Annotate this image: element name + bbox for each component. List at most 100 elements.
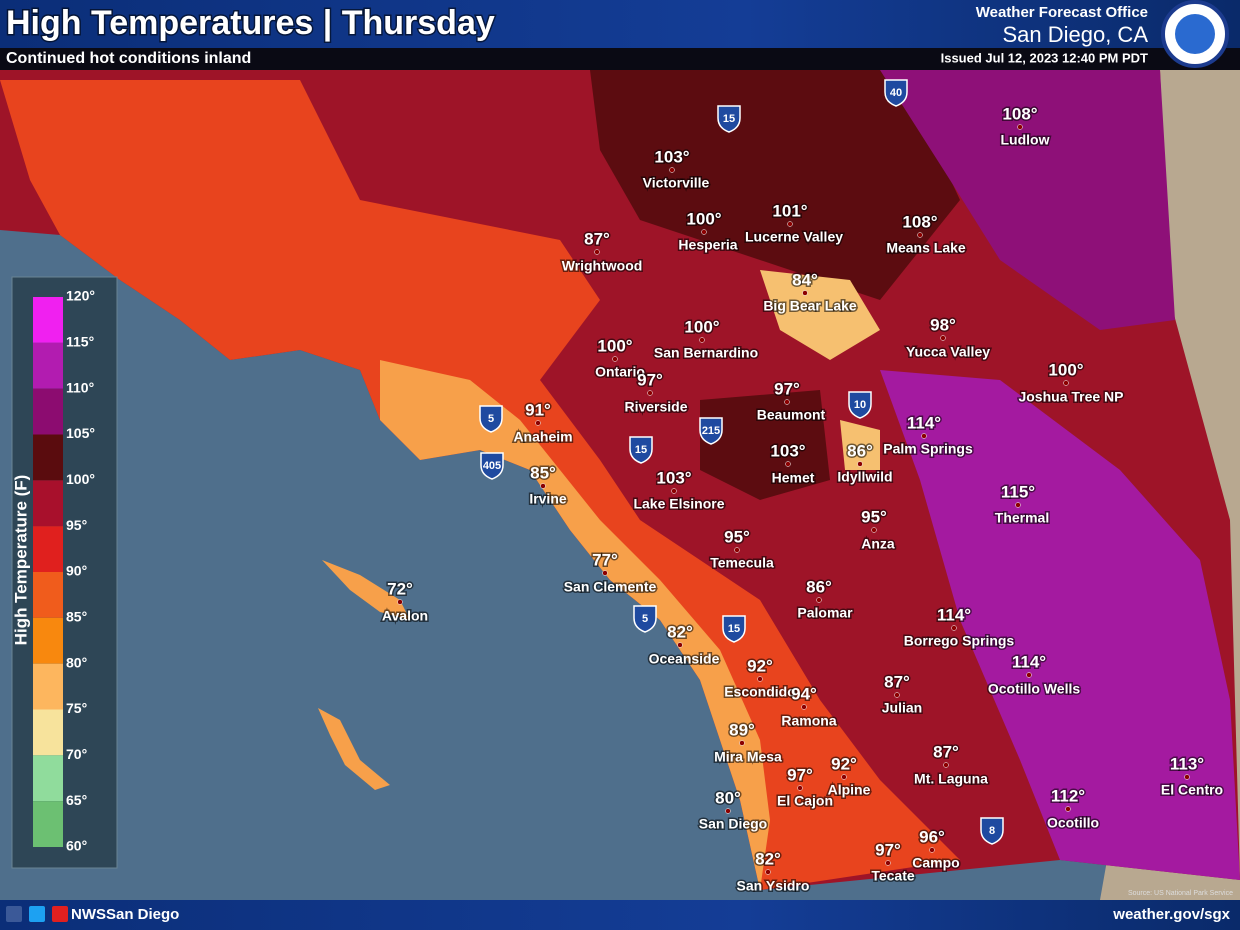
city-name: Idyllwild (837, 469, 892, 485)
shield-label: 215 (702, 425, 720, 437)
city-temperature: 86° (847, 441, 873, 460)
city-temperature: 98° (930, 315, 956, 334)
interstate-shield (479, 405, 503, 433)
shield-label: 405 (483, 460, 501, 472)
city-temperature: 97° (875, 840, 901, 859)
city-name: San Ysidro (737, 878, 810, 894)
city-temperature: 89° (729, 720, 755, 739)
city-dot (1017, 124, 1023, 130)
youtube-icon[interactable] (52, 906, 68, 922)
city-dot (725, 808, 731, 814)
land-coastal (380, 360, 770, 890)
legend-swatch (33, 755, 63, 802)
city-temperature: 85° (530, 463, 556, 482)
city-name: Temecula (710, 555, 774, 571)
city-name: Tecate (871, 868, 915, 884)
city-name: Palomar (797, 605, 853, 621)
facebook-icon[interactable] (6, 906, 22, 922)
city-dot (1026, 672, 1032, 678)
city-name: Wrightwood (562, 258, 643, 274)
island (322, 560, 410, 620)
legend-swatch (33, 480, 63, 527)
city-temperature: 97° (787, 765, 813, 784)
shield-label: 15 (728, 623, 740, 635)
legend-swatch (33, 663, 63, 710)
legend-swatch (33, 388, 63, 435)
interstate-shield (722, 615, 746, 643)
legend-tick-label: 85° (66, 609, 87, 625)
city-name: Ludlow (1001, 132, 1050, 148)
shield-label: 15 (723, 113, 735, 125)
city-name: Borrego Springs (904, 633, 1015, 649)
city-dot (802, 290, 808, 296)
city-dot (943, 762, 949, 768)
city-dot (801, 704, 807, 710)
land-mountain (760, 270, 880, 360)
city-name: Ramona (781, 713, 836, 729)
shield-label: 5 (488, 413, 494, 425)
city-temperature: 95° (861, 507, 887, 526)
location: San Diego, CA (1002, 22, 1148, 47)
city-name: Irvine (529, 491, 567, 507)
shield-label: 8 (989, 825, 995, 837)
city-temperature: 82° (667, 622, 693, 641)
subtitle: Continued hot conditions inland (6, 50, 251, 67)
legend-tick-label: 80° (66, 654, 87, 670)
interstate-shield (699, 417, 723, 445)
city-name: Beaumont (757, 407, 826, 423)
legend-tick-label: 105° (66, 425, 95, 441)
city-name: Anaheim (513, 429, 572, 445)
subtitle-bar (0, 48, 1240, 70)
city-name: Riverside (624, 399, 687, 415)
legend-tick-label: 90° (66, 563, 87, 579)
source: Source: US National Park Service (1128, 890, 1233, 897)
city-name: Means Lake (886, 240, 966, 256)
city-name: Ontario (595, 364, 645, 380)
city-temperature: 112° (1051, 786, 1085, 805)
land-mountain (840, 420, 880, 470)
city-temperature: 95° (724, 527, 750, 546)
city-temperature: 114° (1012, 652, 1046, 671)
interstate-shield (629, 436, 653, 464)
city-dot (612, 356, 618, 362)
legend-swatch (33, 801, 63, 847)
city-temperature: 77° (592, 550, 618, 569)
city-dot (647, 390, 653, 396)
city-name: El Cajon (777, 793, 833, 809)
island (318, 708, 390, 790)
city-dot (701, 229, 707, 235)
city-temperature: 108° (902, 212, 937, 231)
city-temperature: 103° (770, 441, 805, 460)
city-dot (940, 335, 946, 341)
city-name: Alpine (828, 782, 871, 798)
city-name: Thermal (995, 510, 1049, 526)
city-dot (784, 399, 790, 405)
city-temperature: 87° (884, 672, 910, 691)
city-temperature: 97° (637, 370, 663, 389)
twitter-icon[interactable] (29, 906, 45, 922)
social-handle[interactable]: NWSSan Diego (71, 906, 179, 923)
city-temperature: 100° (684, 317, 719, 336)
interstate-shield (480, 452, 504, 480)
city-dot (739, 740, 745, 746)
shield-label: 10 (854, 399, 866, 411)
city-temperature: 82° (755, 849, 781, 868)
city-dot (816, 597, 822, 603)
website[interactable]: weather.gov/sgx (1112, 906, 1230, 923)
land-desert (880, 370, 1240, 880)
land-hot (590, 70, 960, 300)
city-name: Lake Elsinore (633, 496, 724, 512)
interstate-shield (980, 817, 1004, 845)
shield-label: 40 (890, 87, 902, 99)
city-name: Hemet (772, 470, 815, 486)
city-dot (1065, 806, 1071, 812)
city-dot (671, 488, 677, 494)
legend-tick-label: 60° (66, 838, 87, 854)
city-dot (540, 483, 546, 489)
city-dot (1015, 502, 1021, 508)
city-name: Big Bear Lake (763, 298, 857, 314)
shield-label: 15 (635, 444, 647, 456)
city-temperature: 97° (774, 379, 800, 398)
city-name: Ocotillo (1047, 815, 1099, 831)
